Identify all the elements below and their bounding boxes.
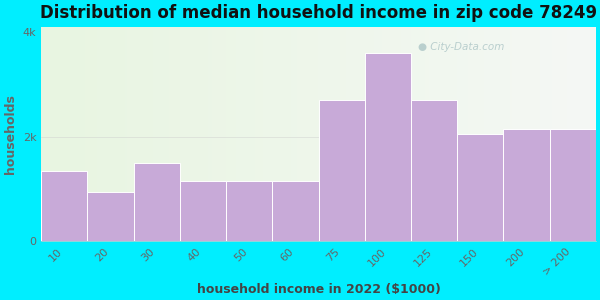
Bar xyxy=(272,181,319,242)
Bar xyxy=(319,100,365,242)
Bar xyxy=(365,53,411,242)
Bar xyxy=(88,192,134,242)
Bar xyxy=(457,134,503,242)
Bar xyxy=(180,181,226,242)
X-axis label: household income in 2022 ($1000): household income in 2022 ($1000) xyxy=(197,283,440,296)
Title: Distribution of median household income in zip code 78249: Distribution of median household income … xyxy=(40,4,597,22)
Bar xyxy=(41,171,88,242)
Bar xyxy=(550,129,596,242)
Bar xyxy=(503,129,550,242)
Bar xyxy=(226,181,272,242)
Bar xyxy=(134,163,180,242)
Y-axis label: households: households xyxy=(4,94,17,174)
Bar xyxy=(411,100,457,242)
Text: ● City-Data.com: ● City-Data.com xyxy=(418,41,505,52)
